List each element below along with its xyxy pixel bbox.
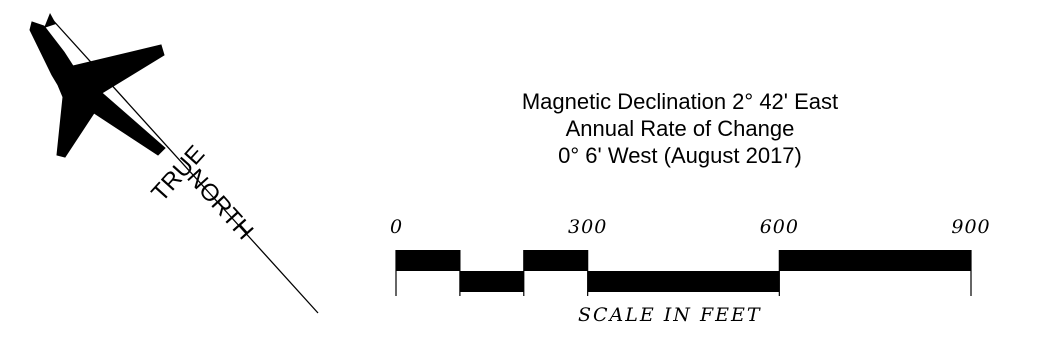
declination-line-2: Annual Rate of Change <box>565 116 795 141</box>
scale-segment <box>587 271 780 292</box>
scale-segment <box>396 250 460 271</box>
declination-line-3: 0° 6' West (August 2017) <box>558 143 802 168</box>
scale-segment <box>459 271 524 292</box>
declination-line-1: Magnetic Declination 2° 42' East <box>521 89 839 114</box>
scale-tick-label: 600 <box>759 216 799 238</box>
scale-tick-label: 300 <box>568 216 608 238</box>
north-label: NORTH <box>182 164 259 245</box>
scale-segment <box>523 250 588 271</box>
airplane-icon <box>29 21 166 158</box>
scale-bar <box>395 250 972 296</box>
scale-tick-label: 0 <box>390 216 404 238</box>
magnetic-declination-note: Magnetic Declination 2° 42' East Annual … <box>470 88 890 169</box>
scale-tick-label: 900 <box>951 216 991 238</box>
scale-caption: SCALE IN FEET <box>578 304 762 326</box>
north-arrowhead-icon <box>44 13 56 28</box>
scale-segment <box>779 250 971 271</box>
